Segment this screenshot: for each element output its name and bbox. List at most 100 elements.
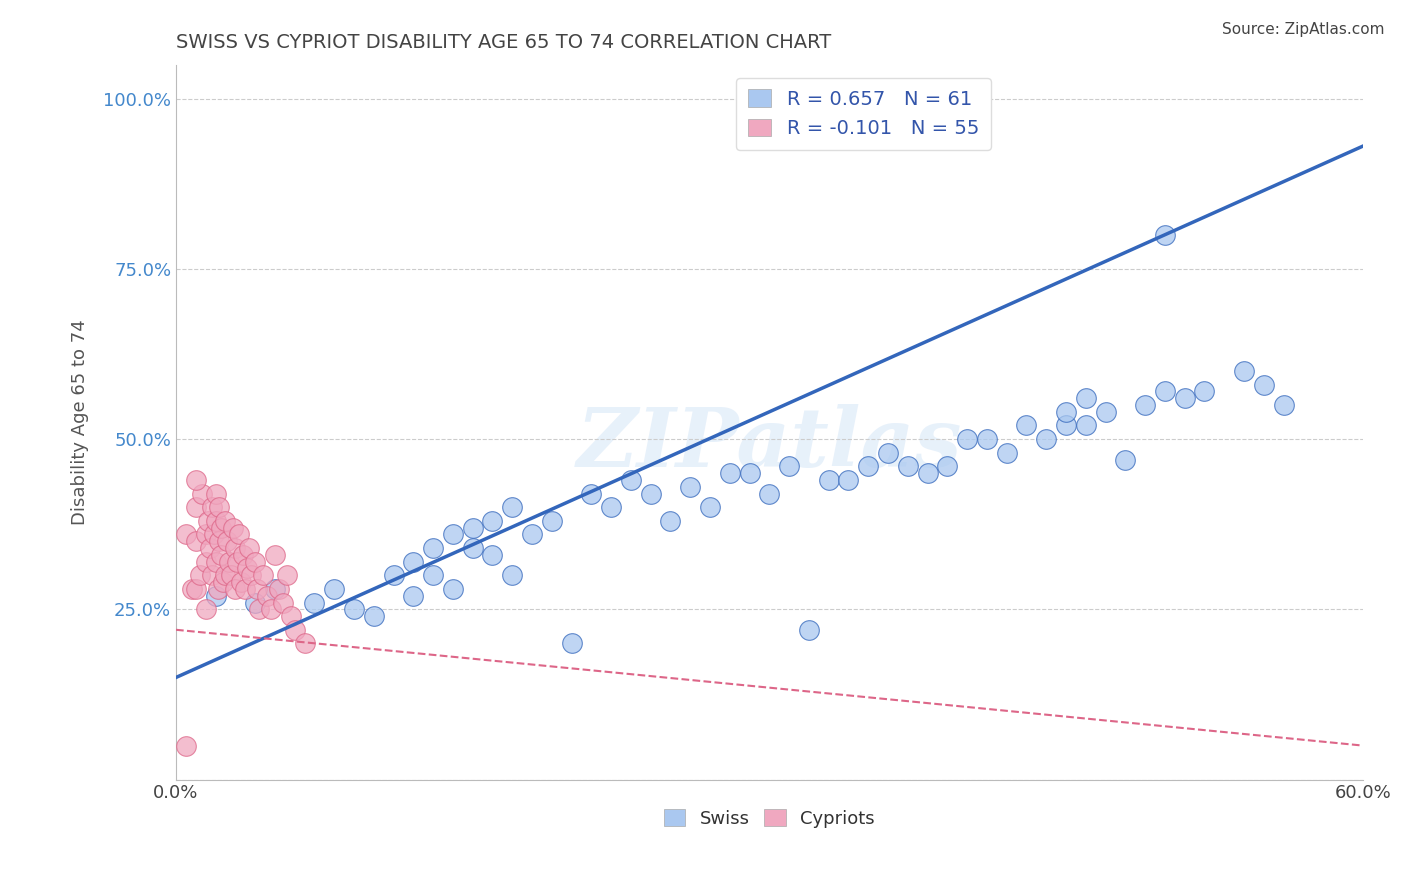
Point [877, 446, 900, 460]
Point [1133, 398, 1156, 412]
Point [501, 568, 523, 582]
Point [184, 534, 207, 549]
Point [184, 582, 207, 596]
Point [382, 568, 405, 582]
Point [231, 575, 253, 590]
Point [679, 480, 702, 494]
Point [659, 514, 682, 528]
Point [560, 636, 582, 650]
Point [224, 582, 246, 596]
Legend: Swiss, Cypriots: Swiss, Cypriots [657, 802, 882, 835]
Point [256, 589, 278, 603]
Point [1114, 452, 1136, 467]
Point [232, 548, 254, 562]
Point [1233, 364, 1256, 378]
Point [481, 548, 503, 562]
Point [184, 500, 207, 515]
Point [1272, 398, 1295, 412]
Point [363, 609, 385, 624]
Point [1153, 384, 1175, 399]
Point [218, 555, 240, 569]
Point [217, 534, 239, 549]
Point [797, 623, 820, 637]
Point [600, 500, 623, 515]
Point [956, 432, 979, 446]
Point [276, 568, 298, 582]
Point [1074, 418, 1097, 433]
Text: Source: ZipAtlas.com: Source: ZipAtlas.com [1222, 22, 1385, 37]
Point [194, 555, 217, 569]
Point [264, 582, 287, 596]
Point [540, 514, 562, 528]
Point [264, 548, 287, 562]
Text: ZIPatlas: ZIPatlas [576, 403, 962, 483]
Point [778, 459, 800, 474]
Point [271, 595, 294, 609]
Point [461, 521, 484, 535]
Point [267, 582, 290, 596]
Point [402, 555, 425, 569]
Point [243, 555, 266, 569]
Point [897, 459, 920, 474]
Point [976, 432, 998, 446]
Point [817, 473, 839, 487]
Point [738, 466, 761, 480]
Point [441, 527, 464, 541]
Point [1174, 391, 1197, 405]
Point [198, 541, 221, 555]
Point [252, 568, 274, 582]
Point [208, 534, 231, 549]
Point [936, 459, 959, 474]
Point [214, 568, 236, 582]
Point [200, 568, 222, 582]
Point [441, 582, 464, 596]
Point [1194, 384, 1216, 399]
Point [226, 555, 249, 569]
Point [260, 602, 283, 616]
Point [240, 568, 263, 582]
Point [222, 521, 245, 535]
Point [837, 473, 859, 487]
Point [520, 527, 543, 541]
Point [1074, 391, 1097, 405]
Point [323, 582, 346, 596]
Point [224, 541, 246, 555]
Point [1015, 418, 1038, 433]
Point [284, 623, 307, 637]
Point [1153, 227, 1175, 242]
Point [1035, 432, 1057, 446]
Point [995, 446, 1018, 460]
Point [204, 486, 226, 500]
Point [343, 602, 366, 616]
Point [188, 568, 211, 582]
Point [221, 568, 243, 582]
Point [294, 636, 316, 650]
Point [190, 486, 212, 500]
Point [699, 500, 721, 515]
Point [236, 561, 259, 575]
Point [204, 514, 226, 528]
Point [233, 582, 256, 596]
Point [481, 514, 503, 528]
Point [204, 589, 226, 603]
Text: SWISS VS CYPRIOT DISABILITY AGE 65 TO 74 CORRELATION CHART: SWISS VS CYPRIOT DISABILITY AGE 65 TO 74… [176, 33, 831, 52]
Point [856, 459, 879, 474]
Point [212, 575, 235, 590]
Point [280, 609, 302, 624]
Point [174, 739, 197, 753]
Point [581, 486, 603, 500]
Point [238, 541, 260, 555]
Point [207, 582, 229, 596]
Point [1054, 418, 1077, 433]
Point [758, 486, 780, 500]
Point [180, 582, 202, 596]
Point [247, 602, 270, 616]
Point [304, 595, 326, 609]
Point [184, 473, 207, 487]
Point [620, 473, 643, 487]
Point [461, 541, 484, 555]
Y-axis label: Disability Age 65 to 74: Disability Age 65 to 74 [72, 319, 89, 524]
Point [204, 555, 226, 569]
Point [718, 466, 741, 480]
Point [422, 541, 444, 555]
